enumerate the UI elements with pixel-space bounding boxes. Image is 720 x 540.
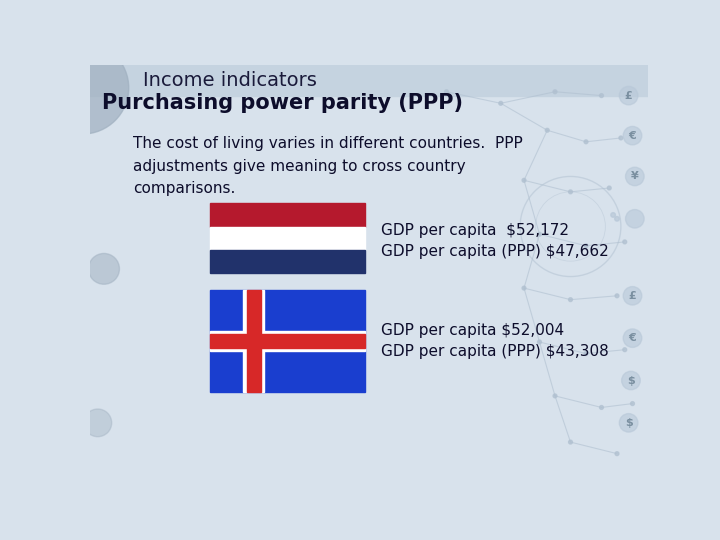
Circle shape xyxy=(444,90,449,93)
Circle shape xyxy=(569,190,572,194)
Circle shape xyxy=(538,340,541,344)
Circle shape xyxy=(626,210,644,228)
Circle shape xyxy=(615,217,619,221)
Bar xyxy=(246,289,261,392)
Text: £: £ xyxy=(629,291,636,301)
Bar xyxy=(243,289,264,392)
Text: €: € xyxy=(629,131,636,140)
Circle shape xyxy=(89,253,120,284)
Circle shape xyxy=(631,402,634,406)
Circle shape xyxy=(626,167,644,186)
Circle shape xyxy=(522,286,526,290)
Bar xyxy=(210,331,365,351)
Circle shape xyxy=(607,186,611,190)
Circle shape xyxy=(499,102,503,105)
Text: Income indicators: Income indicators xyxy=(143,71,317,90)
Circle shape xyxy=(623,240,626,244)
Circle shape xyxy=(84,409,112,437)
Circle shape xyxy=(584,352,588,355)
Circle shape xyxy=(619,86,638,105)
Text: GDP per capita  $52,172: GDP per capita $52,172 xyxy=(381,223,569,238)
Circle shape xyxy=(522,178,526,182)
Text: $: $ xyxy=(627,375,635,386)
Circle shape xyxy=(584,244,588,248)
Circle shape xyxy=(600,406,603,409)
Circle shape xyxy=(569,440,572,444)
Bar xyxy=(210,289,365,392)
Circle shape xyxy=(624,287,642,305)
Circle shape xyxy=(621,372,640,390)
Circle shape xyxy=(600,93,603,98)
Bar xyxy=(210,226,365,249)
Text: Purchasing power parity (PPP): Purchasing power parity (PPP) xyxy=(102,93,463,113)
Text: The cost of living varies in different countries.  PPP
adjustments give meaning : The cost of living varies in different c… xyxy=(132,137,523,196)
Circle shape xyxy=(615,294,619,298)
Circle shape xyxy=(584,140,588,144)
Bar xyxy=(210,204,365,226)
Circle shape xyxy=(553,90,557,93)
Circle shape xyxy=(619,136,623,140)
Circle shape xyxy=(623,348,626,352)
Circle shape xyxy=(545,129,549,132)
Text: ¥: ¥ xyxy=(631,172,639,181)
Circle shape xyxy=(611,213,616,217)
Circle shape xyxy=(553,394,557,398)
Text: £: £ xyxy=(625,91,632,100)
Circle shape xyxy=(619,414,638,432)
Circle shape xyxy=(615,452,619,456)
Bar xyxy=(210,249,365,273)
Text: $: $ xyxy=(625,418,632,428)
Circle shape xyxy=(624,329,642,347)
Bar xyxy=(210,334,365,348)
Text: GDP per capita $52,004: GDP per capita $52,004 xyxy=(381,323,564,338)
Text: €: € xyxy=(629,333,636,343)
Circle shape xyxy=(624,126,642,145)
Text: GDP per capita (PPP) $43,308: GDP per capita (PPP) $43,308 xyxy=(381,344,608,359)
Circle shape xyxy=(569,298,572,301)
Circle shape xyxy=(36,42,129,134)
Text: GDP per capita (PPP) $47,662: GDP per capita (PPP) $47,662 xyxy=(381,244,608,259)
Circle shape xyxy=(538,232,541,236)
Bar xyxy=(90,65,648,96)
